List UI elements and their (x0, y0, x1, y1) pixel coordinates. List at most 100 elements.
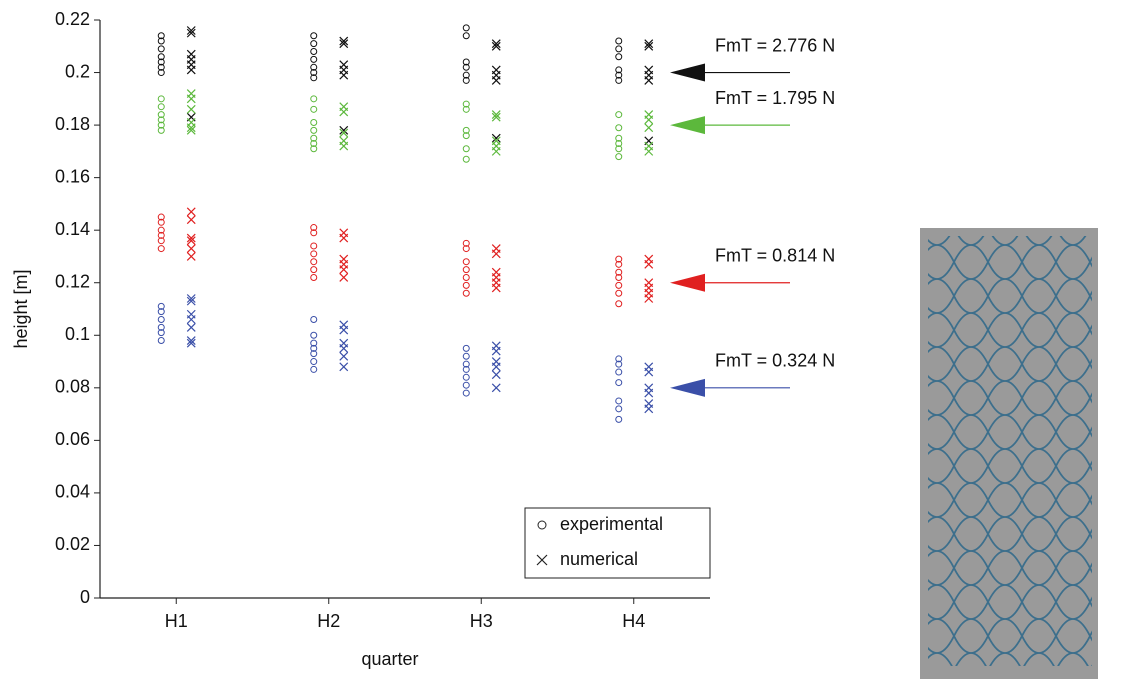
numerical-point (186, 244, 196, 253)
numerical-point (339, 343, 349, 353)
numerical-point (491, 112, 501, 122)
numerical-point (186, 236, 196, 246)
numerical-point (644, 367, 654, 377)
experimental-point (310, 69, 318, 77)
experimental-point (615, 153, 623, 161)
experimental-point (462, 365, 470, 373)
experimental-point (615, 268, 623, 276)
experimental-point (615, 45, 623, 53)
experimental-point (462, 145, 470, 153)
experimental-point (615, 415, 623, 423)
numerical-point (491, 76, 501, 85)
numerical-point (186, 125, 196, 135)
numerical-point (644, 388, 654, 398)
experimental-point (310, 358, 318, 366)
numerical-point (339, 128, 349, 138)
experimental-point (310, 350, 318, 358)
experimental-point (157, 237, 165, 245)
numerical-point (339, 265, 349, 275)
legend-marker (536, 554, 548, 566)
experimental-point (615, 76, 623, 84)
numerical-point (186, 315, 196, 324)
x-tick-label: H3 (470, 611, 493, 631)
legend-box (524, 507, 711, 579)
experimental-point (615, 134, 623, 142)
numerical-point (186, 296, 196, 306)
numerical-point (339, 325, 349, 335)
experimental-point (615, 289, 623, 297)
numerical-point (186, 338, 196, 348)
experimental-point (157, 111, 165, 119)
experimental-point (462, 32, 470, 40)
experimental-point (310, 344, 318, 352)
experimental-point (310, 224, 318, 232)
y-tick-label: 0.08 (55, 377, 90, 397)
experimental-point (157, 231, 165, 239)
experimental-point (462, 245, 470, 253)
experimental-point (615, 111, 623, 119)
experimental-point (310, 250, 318, 258)
numerical-point (644, 146, 654, 156)
experimental-point (310, 48, 318, 56)
experimental-point (615, 273, 623, 281)
arrow-head (670, 63, 705, 82)
experimental-point (157, 103, 165, 111)
numerical-point (186, 215, 196, 225)
experimental-point (462, 258, 470, 266)
experimental-point (310, 273, 318, 281)
experimental-point (615, 368, 623, 376)
y-tick-label: 0.02 (55, 534, 90, 554)
experimental-point (462, 105, 470, 113)
numerical-point (186, 294, 196, 303)
experimental-point (615, 71, 623, 79)
experimental-point (310, 229, 318, 237)
experimental-point (310, 331, 318, 339)
arrow-label: FmT = 0.814 N (715, 245, 835, 265)
experimental-point (615, 281, 623, 289)
numerical-point (339, 141, 349, 151)
experimental-point (462, 352, 470, 360)
y-tick-label: 0.04 (55, 482, 90, 502)
numerical-point (186, 252, 196, 261)
experimental-point (157, 302, 165, 310)
arrow-head (670, 116, 705, 135)
experimental-point (157, 323, 165, 331)
experimental-point (462, 132, 470, 140)
experimental-point (310, 242, 318, 250)
experimental-point (310, 40, 318, 48)
numerical-point (186, 65, 196, 75)
experimental-point (157, 316, 165, 324)
numerical-point (186, 28, 196, 38)
experimental-point (157, 126, 165, 134)
numerical-point (491, 133, 501, 143)
numerical-point (644, 115, 654, 125)
experimental-point (615, 145, 623, 153)
experimental-point (310, 266, 318, 274)
experimental-point (615, 53, 623, 61)
experimental-point (310, 365, 318, 373)
y-tick-label: 0 (80, 587, 90, 607)
numerical-point (186, 26, 196, 35)
experimental-point (462, 273, 470, 281)
numerical-point (339, 70, 349, 80)
experimental-point (310, 126, 318, 134)
numerical-point (491, 362, 501, 372)
experimental-point (615, 37, 623, 45)
numerical-point (339, 351, 349, 361)
experimental-point (462, 266, 470, 274)
experimental-point (615, 397, 623, 405)
experimental-point (615, 300, 623, 308)
experimental-point (157, 337, 165, 345)
legend-marker (537, 520, 547, 530)
experimental-point (310, 258, 318, 266)
legend-label: experimental (560, 514, 663, 534)
experimental-point (462, 155, 470, 163)
numerical-point (186, 94, 196, 104)
numerical-point (644, 41, 654, 51)
experimental-point (310, 139, 318, 147)
experimental-point (462, 71, 470, 79)
numerical-point (339, 233, 349, 243)
experimental-point (462, 63, 470, 71)
